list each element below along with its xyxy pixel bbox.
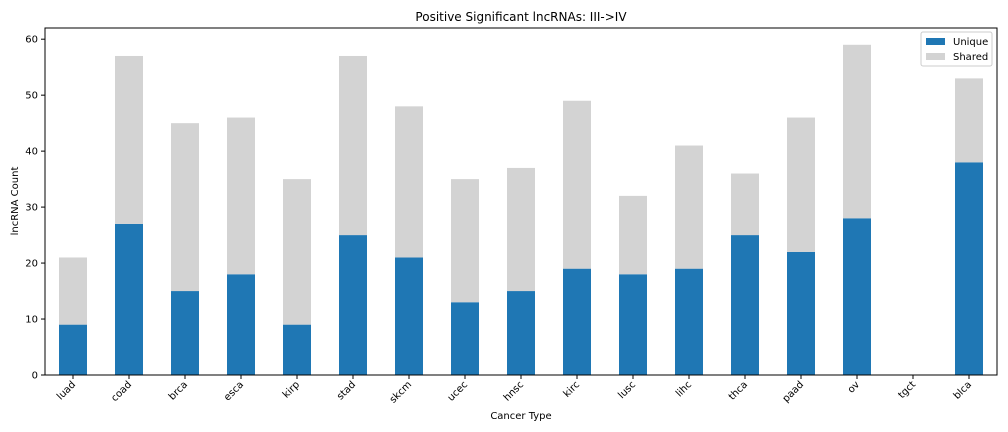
x-axis-label: Cancer Type: [490, 411, 551, 422]
legend-label-unique: Unique: [953, 37, 988, 48]
x-tick-label: kirc: [562, 379, 582, 399]
bar-shared-coad: [115, 55, 143, 224]
bar-shared-lihc: [675, 145, 703, 269]
legend-swatch-shared: [926, 53, 945, 60]
x-tick-label: paad: [781, 379, 806, 404]
y-tick-label: 40: [25, 147, 38, 158]
x-tick-label: hnsc: [502, 379, 526, 403]
bar-shared-esca: [227, 117, 255, 275]
legend-swatch-unique: [926, 38, 945, 45]
bar-unique-ucec: [451, 302, 479, 375]
x-tick-label: esca: [222, 379, 246, 403]
y-tick-label: 20: [25, 259, 38, 270]
x-tick-label: blca: [952, 379, 974, 401]
bar-unique-brca: [171, 291, 199, 375]
y-axis-label: lncRNA Count: [10, 167, 21, 236]
bar-shared-ov: [843, 44, 871, 219]
x-tick-label: skcm: [388, 379, 414, 405]
legend: Unique Shared: [920, 31, 993, 67]
bar-shared-brca: [171, 123, 199, 292]
x-tick-label: ucec: [446, 379, 470, 403]
y-tick-label: 50: [25, 91, 38, 102]
bar-shared-lusc: [619, 195, 647, 275]
x-tick-label: tgct: [896, 379, 918, 401]
bar-unique-blca: [955, 162, 983, 375]
x-tick-label: coad: [109, 379, 134, 404]
bar-shared-luad: [59, 257, 87, 325]
bar-unique-luad: [59, 324, 87, 375]
bar-unique-paad: [787, 251, 815, 375]
bar-unique-esca: [227, 274, 255, 375]
bar-shared-ucec: [451, 179, 479, 303]
x-tick-label: lihc: [674, 379, 694, 399]
x-tick-label: luad: [55, 379, 78, 402]
x-tick-label: brca: [167, 379, 190, 402]
y-tick-label: 30: [25, 203, 38, 214]
x-tick-label: lusc: [616, 379, 638, 401]
bar-unique-lusc: [619, 274, 647, 375]
bar-unique-ov: [843, 218, 871, 375]
bar-shared-hnsc: [507, 167, 535, 292]
bar-unique-kirp: [283, 324, 311, 375]
bar-unique-kirc: [563, 268, 591, 375]
x-tick-label: kirp: [281, 379, 302, 400]
bar-unique-stad: [339, 235, 367, 375]
y-tick-label: 60: [25, 35, 38, 46]
bar-unique-skcm: [395, 257, 423, 375]
bar-shared-skcm: [395, 106, 423, 258]
bar-shared-blca: [955, 78, 983, 163]
bar-unique-lihc: [675, 268, 703, 375]
bar-shared-kirc: [563, 100, 591, 269]
x-tick-label: stad: [335, 379, 358, 402]
bar-unique-thca: [731, 235, 759, 375]
x-tick-label: ov: [846, 379, 862, 395]
x-tick-label: thca: [727, 379, 750, 402]
bar-shared-paad: [787, 117, 815, 252]
y-tick-label: 0: [32, 371, 38, 382]
chart-title: Positive Significant lncRNAs: III->IV: [415, 10, 627, 24]
bar-unique-coad: [115, 223, 143, 375]
bar-unique-hnsc: [507, 291, 535, 375]
bar-shared-stad: [339, 55, 367, 236]
legend-label-shared: Shared: [953, 52, 988, 63]
bar-shared-thca: [731, 173, 759, 236]
y-tick-label: 10: [25, 315, 38, 326]
plot-area: luad coad brca esca kirp stad skcm ucec hnsc kirc…: [25, 27, 998, 406]
axes-frame: [44, 27, 998, 376]
bar-shared-kirp: [283, 179, 311, 325]
